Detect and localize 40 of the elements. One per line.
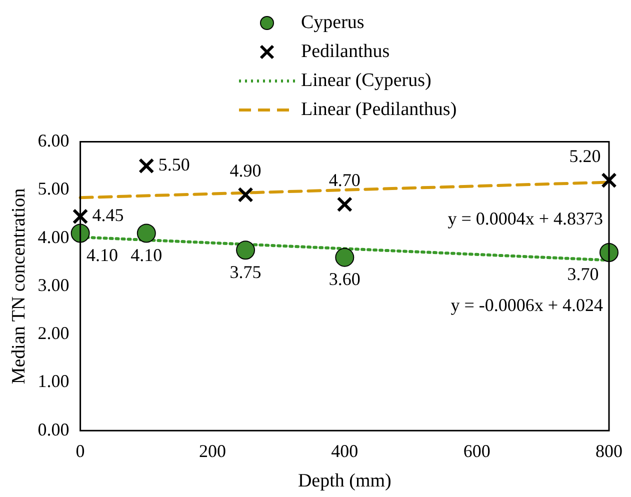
x-tick-label: 200 [198, 441, 226, 462]
legend-label: Cyperus [301, 12, 364, 34]
point [336, 196, 353, 212]
data-label: 4.10 [130, 244, 162, 265]
point [138, 158, 154, 174]
data-label: 5.50 [158, 154, 190, 175]
legend-label: Linear (Cyperus) [301, 70, 432, 92]
point [72, 208, 88, 224]
annotation: y = 0.0004x + 4.8373 [448, 208, 603, 229]
legend-label: Linear (Pedilanthus) [301, 98, 457, 120]
x-tick-label: 400 [331, 441, 358, 462]
point [136, 224, 156, 243]
y-tick-label: 5.00 [38, 178, 70, 199]
x-tick-label: 800 [596, 441, 622, 462]
y-tick-label: 4.00 [38, 226, 70, 247]
point [600, 243, 618, 262]
x-axis-title: Depth (mm) [298, 470, 392, 492]
data-label: 5.20 [569, 146, 601, 166]
data-label: 4.90 [230, 160, 262, 180]
data-label: 4.70 [328, 170, 360, 190]
x-tick-label: 0 [76, 441, 85, 462]
data-label: 3.60 [328, 269, 360, 290]
y-axis-title: Median TN concentration [8, 188, 30, 384]
data-label: 3.70 [567, 264, 599, 284]
legend-label: Pedilanthus [301, 40, 390, 62]
point [238, 186, 254, 203]
point [236, 240, 256, 260]
y-tick-label: 3.00 [38, 274, 70, 295]
data-label: 3.75 [230, 262, 262, 282]
point [601, 172, 617, 188]
y-tick-label: 2.00 [38, 323, 70, 344]
data-label: 4.10 [86, 244, 118, 265]
annotation: y = -0.0006x + 4.024 [450, 295, 603, 316]
y-tick-label: 1.00 [38, 371, 70, 392]
x-tick-label: 600 [463, 441, 490, 462]
point [335, 248, 354, 267]
data-label: 4.45 [92, 205, 124, 226]
y-tick-label: 0.00 [38, 419, 70, 440]
y-tick-label: 6.00 [38, 130, 70, 151]
point [70, 224, 90, 243]
